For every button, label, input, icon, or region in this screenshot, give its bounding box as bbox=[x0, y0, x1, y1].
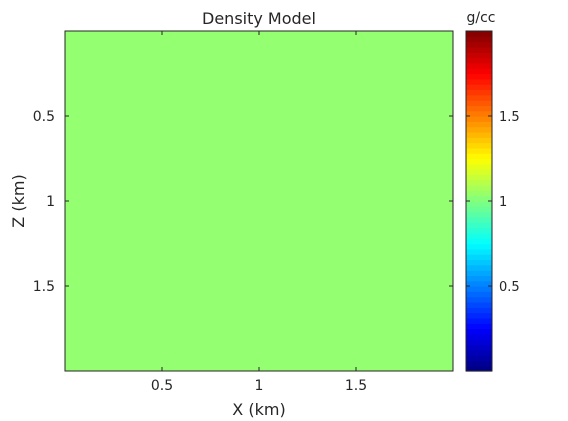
colorbar-swatch bbox=[466, 312, 492, 319]
colorbar-swatch bbox=[466, 100, 492, 106]
colorbar-swatch bbox=[466, 78, 492, 85]
colorbar-swatch bbox=[466, 163, 492, 170]
colorbar-swatch bbox=[466, 89, 492, 96]
colorbar-swatch bbox=[466, 307, 492, 314]
colorbar-swatch bbox=[466, 216, 492, 223]
colorbar-swatch bbox=[466, 211, 492, 218]
colorbar-swatch bbox=[466, 174, 492, 181]
colorbar-swatch bbox=[466, 52, 492, 59]
colorbar-swatch bbox=[466, 126, 492, 133]
colorbar-tick-label: 1 bbox=[499, 195, 507, 210]
colorbar-swatch bbox=[466, 317, 492, 324]
y-tick-label: 0.5 bbox=[33, 109, 55, 125]
y-tick-label: 1 bbox=[46, 194, 55, 210]
colorbar-swatch bbox=[466, 31, 492, 37]
x-axis-label: X (km) bbox=[232, 400, 285, 419]
colorbar-swatch bbox=[466, 248, 492, 255]
colorbar-swatch bbox=[466, 110, 492, 117]
colorbar-swatch bbox=[466, 286, 492, 292]
colorbar-swatch bbox=[466, 179, 492, 186]
colorbar-swatch bbox=[466, 153, 492, 160]
colorbar-swatch bbox=[466, 291, 492, 298]
colorbar-swatch bbox=[466, 105, 492, 112]
colorbar-swatch bbox=[466, 222, 492, 229]
colorbar-swatch bbox=[466, 121, 492, 128]
colorbar-swatch bbox=[466, 57, 492, 64]
colorbar-swatch bbox=[466, 360, 492, 367]
colorbar-swatch bbox=[466, 243, 492, 250]
colorbar-swatch bbox=[466, 365, 492, 372]
colorbar-swatch bbox=[466, 142, 492, 149]
colorbar-swatch bbox=[466, 232, 492, 239]
colorbar-swatch bbox=[466, 84, 492, 91]
colorbar-ramp bbox=[466, 31, 492, 372]
colorbar-swatch bbox=[466, 339, 492, 346]
colorbar-swatch bbox=[466, 227, 492, 234]
colorbar-swatch bbox=[466, 254, 492, 261]
colorbar-axes: 0.5 1 1.5 bbox=[465, 30, 520, 372]
colorbar-tick-label: 0.5 bbox=[499, 280, 520, 295]
colorbar-swatch bbox=[466, 41, 492, 48]
chart-title: Density Model bbox=[202, 9, 316, 28]
colorbar-swatch bbox=[466, 158, 492, 165]
plot-axes: 0.5 1 1.5 0.5 1 1.5 bbox=[33, 30, 454, 394]
colorbar-swatch bbox=[466, 259, 492, 266]
x-tick-label: 0.5 bbox=[151, 378, 173, 394]
colorbar-swatch bbox=[466, 201, 492, 207]
colorbar-swatch bbox=[466, 323, 492, 330]
colorbar-swatch bbox=[466, 147, 492, 154]
heatmap-field bbox=[65, 31, 453, 371]
colorbar-swatch bbox=[466, 275, 492, 282]
colorbar-swatch bbox=[466, 301, 492, 308]
colorbar-swatch bbox=[466, 94, 492, 101]
y-axis-label: Z (km) bbox=[9, 174, 28, 227]
x-tick-label: 1.5 bbox=[345, 378, 367, 394]
colorbar-swatch bbox=[466, 36, 492, 43]
colorbar-swatch bbox=[466, 355, 492, 361]
colorbar-swatch bbox=[466, 349, 492, 356]
colorbar-swatch bbox=[466, 62, 492, 69]
y-tick-label: 1.5 bbox=[33, 279, 55, 295]
colorbar-swatch bbox=[466, 206, 492, 213]
colorbar-swatch bbox=[466, 68, 492, 75]
colorbar-swatch bbox=[466, 131, 492, 138]
colorbar-tick-label: 1.5 bbox=[499, 110, 520, 125]
colorbar-swatch bbox=[466, 46, 492, 53]
x-tick-label: 1 bbox=[255, 378, 264, 394]
colorbar-swatch bbox=[466, 296, 492, 303]
colorbar-swatch bbox=[466, 238, 492, 245]
colorbar-swatch bbox=[466, 280, 492, 287]
colorbar-swatch bbox=[466, 137, 492, 144]
colorbar-swatch bbox=[466, 333, 492, 340]
colorbar-swatch bbox=[466, 169, 492, 176]
colorbar-label: g/cc bbox=[467, 10, 496, 26]
colorbar-swatch bbox=[466, 270, 492, 276]
colorbar-swatch bbox=[466, 328, 492, 335]
colorbar-swatch bbox=[466, 344, 492, 351]
colorbar-swatch bbox=[466, 195, 492, 202]
colorbar-swatch bbox=[466, 190, 492, 197]
colorbar-swatch bbox=[466, 73, 492, 80]
colorbar-swatch bbox=[466, 116, 492, 122]
colorbar-swatch bbox=[466, 264, 492, 271]
colorbar-swatch bbox=[466, 185, 492, 191]
